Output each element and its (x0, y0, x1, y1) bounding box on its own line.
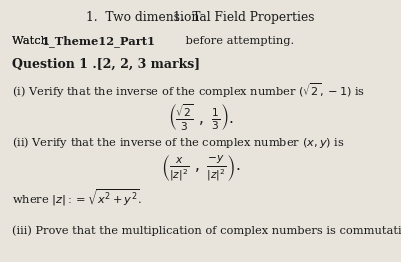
Text: (i) Verify that the inverse of the complex number $(\sqrt{2}, -1)$ is: (i) Verify that the inverse of the compl… (12, 81, 365, 100)
Text: $\left( \frac{x}{|z|^2}\ ,\ \frac{-y}{|z|^2} \right).$: $\left( \frac{x}{|z|^2}\ ,\ \frac{-y}{|z… (161, 154, 240, 184)
Text: (ii) Verify that the inverse of the complex number $(x, y)$ is: (ii) Verify that the inverse of the comp… (12, 135, 345, 150)
Text: 1.  T: 1. T (173, 10, 200, 24)
Text: Watch: Watch (12, 36, 52, 46)
Text: Watch 1_Theme12_Part1 before attempting.: Watch 1_Theme12_Part1 before attempting. (12, 35, 268, 46)
Text: Watch: Watch (12, 36, 52, 46)
Text: before attempting.: before attempting. (182, 36, 295, 46)
Text: where $|z| := \sqrt{x^2 + y^2}$.: where $|z| := \sqrt{x^2 + y^2}$. (12, 188, 142, 208)
Text: $\left( \frac{\sqrt{2}}{3}\ ,\ \frac{1}{3} \right).$: $\left( \frac{\sqrt{2}}{3}\ ,\ \frac{1}{… (168, 102, 233, 132)
Text: (iii) Prove that the multiplication of complex numbers is commutative.: (iii) Prove that the multiplication of c… (12, 225, 401, 236)
Text: 1_Theme12_Part1: 1_Theme12_Part1 (41, 35, 155, 47)
Text: Question 1 .[2, 2, 3 marks]: Question 1 .[2, 2, 3 marks] (12, 58, 200, 71)
Text: 1.  Two dimensional Field Properties: 1. Two dimensional Field Properties (86, 10, 315, 24)
